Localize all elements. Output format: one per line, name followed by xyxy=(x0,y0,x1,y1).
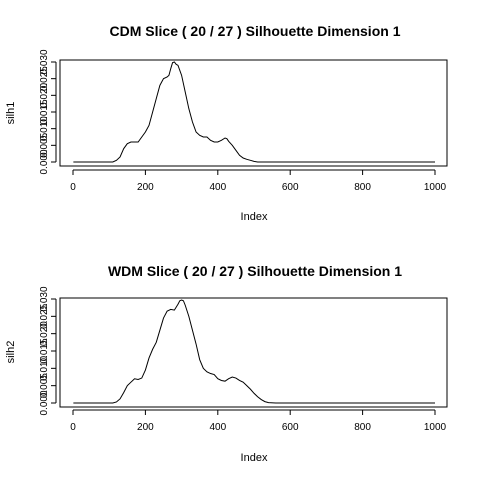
y-tick-label: 0.025 xyxy=(39,303,50,328)
x-tick-label: 0 xyxy=(70,422,76,433)
series-line-2 xyxy=(73,299,435,404)
x-tick-label: 600 xyxy=(282,182,299,193)
x-axis-label-2: Index xyxy=(241,452,268,464)
x-axis-1: 0 200 400 600 800 1000 xyxy=(70,169,447,193)
y-tick-label: 0.030 xyxy=(39,286,50,311)
x-tick-label: 200 xyxy=(137,182,154,193)
y-tick-label: 0.020 xyxy=(39,82,50,107)
y-tick-label: 0.000 xyxy=(39,149,50,174)
x-tick-label: 400 xyxy=(209,182,226,193)
y-tick-label: 0.015 xyxy=(39,99,50,124)
y-tick-label: 0.030 xyxy=(39,49,50,74)
y-tick-label: 0.005 xyxy=(39,132,50,157)
x-tick-label: 0 xyxy=(70,182,76,193)
x-axis-2: 0 200 400 600 800 1000 xyxy=(70,409,447,433)
x-tick-label: 200 xyxy=(137,422,154,433)
x-tick-label: 600 xyxy=(282,422,299,433)
y-tick-label: 0.000 xyxy=(39,390,50,415)
x-tick-label: 400 xyxy=(209,422,226,433)
x-tick-label: 800 xyxy=(354,422,371,433)
plot-frame-1 xyxy=(59,59,448,167)
chart-panel-1: CDM Slice ( 20 / 27 ) Silhouette Dimensi… xyxy=(5,23,448,223)
x-tick-label: 1000 xyxy=(424,422,447,433)
y-tick-label: 0.010 xyxy=(39,116,50,141)
y-tick-label: 0.005 xyxy=(39,373,50,398)
y-tick-label: 0.010 xyxy=(39,355,50,380)
chart-title-2: WDM Slice ( 20 / 27 ) Silhouette Dimensi… xyxy=(108,263,402,279)
chart-panel-2: WDM Slice ( 20 / 27 ) Silhouette Dimensi… xyxy=(5,263,448,464)
y-axis-label-2: silh2 xyxy=(5,341,17,364)
series-line-1 xyxy=(73,61,435,163)
x-tick-label: 800 xyxy=(354,182,371,193)
plot-frame-2 xyxy=(59,297,448,408)
x-axis-label-1: Index xyxy=(241,211,268,223)
chart-title-1: CDM Slice ( 20 / 27 ) Silhouette Dimensi… xyxy=(110,23,401,39)
y-tick-label: 0.020 xyxy=(39,321,50,346)
x-tick-label: 1000 xyxy=(424,182,447,193)
y-axis-label-1: silh1 xyxy=(5,102,17,125)
y-tick-label: 0.015 xyxy=(39,338,50,363)
y-tick-label: 0.025 xyxy=(39,66,50,91)
